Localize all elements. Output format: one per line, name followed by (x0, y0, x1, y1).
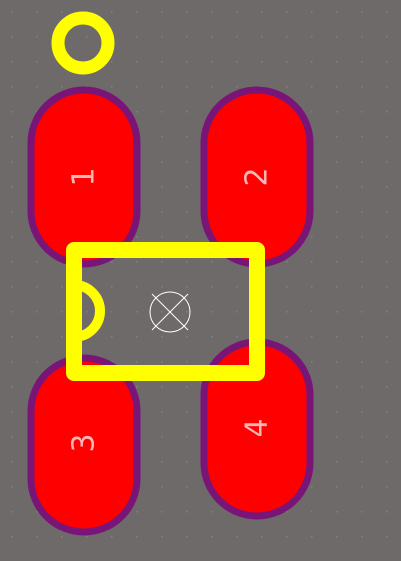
component-body-outline (66, 242, 265, 381)
pad-1[interactable]: 1 (27, 86, 141, 268)
pad-4-label: 4 (240, 418, 275, 437)
origin-marker-icon (149, 291, 191, 333)
pad-2[interactable]: 2 (200, 86, 314, 268)
pin1-indicator-icon (51, 11, 115, 75)
body-notch-icon (73, 280, 105, 342)
pad-3[interactable]: 3 (27, 354, 141, 536)
pad-3-label: 3 (67, 433, 102, 452)
pad-1-label: 1 (67, 167, 102, 186)
pad-2-label: 2 (240, 167, 275, 186)
